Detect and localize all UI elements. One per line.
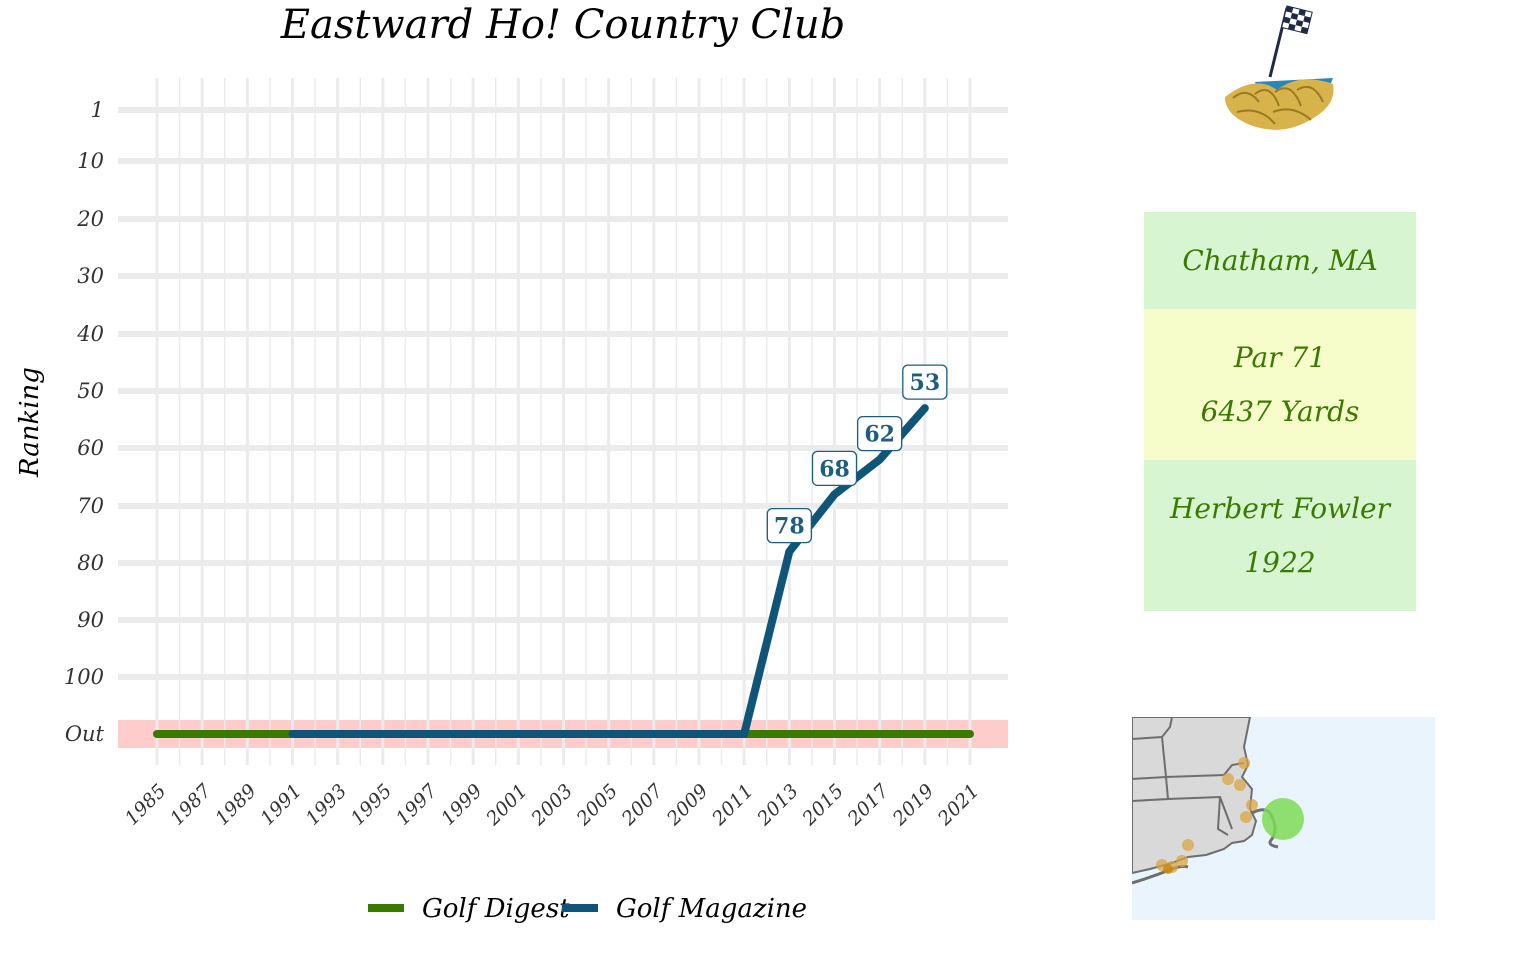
golf-flag-logo bbox=[1225, 5, 1334, 130]
y-tick-label: 80 bbox=[77, 551, 104, 575]
grid bbox=[118, 78, 1008, 765]
architect-card: Herbert Fowler 1922 bbox=[1144, 460, 1416, 611]
data-label: 68 bbox=[819, 456, 850, 482]
course-location-marker bbox=[1262, 798, 1304, 840]
data-label-box bbox=[857, 415, 903, 452]
y-tick-label: 60 bbox=[77, 436, 104, 460]
yards-text: 6437 Yards bbox=[1200, 394, 1360, 428]
y-tick-label: 40 bbox=[76, 322, 104, 346]
y-tick-label: 30 bbox=[77, 264, 104, 288]
x-tick-label: 1989 bbox=[211, 780, 261, 830]
architect-text: Herbert Fowler bbox=[1169, 491, 1391, 525]
location-card: Chatham, MA bbox=[1144, 212, 1416, 309]
y-tick-label: 90 bbox=[77, 608, 104, 632]
x-tick-label: 2013 bbox=[752, 780, 802, 830]
x-tick-label: 2017 bbox=[843, 779, 894, 830]
x-tick-label: 2001 bbox=[481, 780, 531, 830]
data-label-box bbox=[902, 364, 948, 400]
x-tick-label: 2019 bbox=[888, 780, 938, 830]
y-tick-label: 10 bbox=[77, 149, 104, 173]
x-tick-label: 2015 bbox=[798, 780, 848, 830]
y-tick-label: Out bbox=[65, 722, 105, 746]
chart-title: Eastward Ho! Country Club bbox=[280, 2, 846, 48]
data-label-box bbox=[811, 450, 858, 487]
x-tick-label: 2009 bbox=[662, 780, 712, 830]
legend-label-golf-magazine: Golf Magazine bbox=[616, 894, 807, 924]
x-tick-label: 1997 bbox=[392, 779, 442, 829]
x-tick-label: 1985 bbox=[121, 780, 171, 830]
y-tick-label: 20 bbox=[76, 207, 104, 231]
x-tick-label: 2003 bbox=[527, 780, 577, 830]
x-tick-label: 1987 bbox=[166, 779, 216, 829]
y-tick-label: 50 bbox=[77, 379, 104, 403]
location-text: Chatham, MA bbox=[1182, 243, 1378, 277]
x-tick-label: 2007 bbox=[617, 779, 668, 830]
y-tick-label: 100 bbox=[64, 665, 104, 689]
architect-year-text: 1922 bbox=[1244, 545, 1316, 579]
legend-label-golf-digest: Golf Digest bbox=[422, 894, 570, 924]
x-tick-label: 1991 bbox=[256, 780, 306, 830]
x-tick-label: 1999 bbox=[437, 780, 487, 830]
course-stats-card: Par 71 6437 Yards bbox=[1144, 309, 1416, 460]
data-labels: 78 68 62 53 bbox=[766, 364, 948, 544]
x-tick-label: 2005 bbox=[572, 780, 622, 830]
data-label: 62 bbox=[864, 422, 895, 448]
data-label-box bbox=[766, 507, 812, 544]
x-tick-label: 2021 bbox=[933, 780, 983, 830]
par-text: Par 71 bbox=[1233, 340, 1327, 374]
x-tick-label: 1993 bbox=[301, 780, 351, 830]
x-tick-label: 1995 bbox=[347, 780, 397, 830]
location-map bbox=[1132, 717, 1435, 920]
legend: Golf Digest Golf Magazine bbox=[368, 894, 807, 924]
ranking-chart: 1102030405060708090100Out198519871989199… bbox=[15, 78, 1008, 924]
y-axis-label: Ranking bbox=[15, 367, 45, 478]
data-label: 53 bbox=[910, 370, 941, 396]
y-tick-label: 70 bbox=[77, 494, 104, 518]
y-tick-label: 1 bbox=[91, 98, 104, 122]
x-tick-label: 2011 bbox=[707, 780, 757, 830]
data-label: 78 bbox=[774, 514, 805, 540]
